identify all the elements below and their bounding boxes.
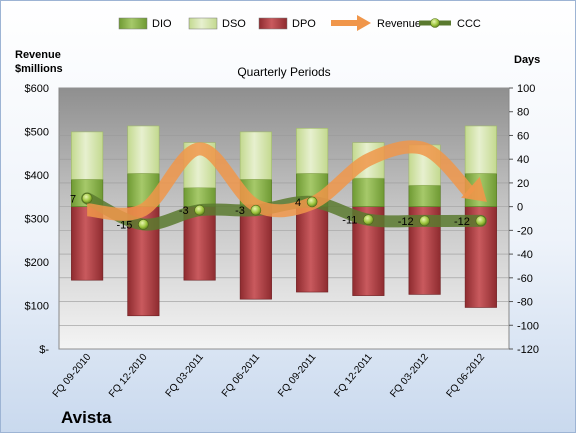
lines-group xyxy=(81,140,487,231)
ccc-point xyxy=(419,215,430,227)
chart-title: Quarterly Periods xyxy=(237,65,330,79)
ccc-data-label: -12 xyxy=(454,216,470,228)
x-tick-label: FQ 09-2011 xyxy=(276,352,319,400)
right-tick-label: 80 xyxy=(517,107,529,119)
left-tick-label: $400 xyxy=(25,170,49,182)
ccc-point xyxy=(306,196,318,208)
legend-label-dio: DIO xyxy=(152,18,172,30)
bar-dpo xyxy=(239,206,272,300)
legend-arrowhead-revenue xyxy=(357,15,371,31)
bar-dso xyxy=(239,131,272,180)
left-tick-label: $200 xyxy=(25,257,49,269)
ccc-point xyxy=(475,215,487,227)
legend-label-revenue: Revenue xyxy=(377,18,421,30)
ccc-labels: 7 -15 -3 -3 4 -11 -12 -12 xyxy=(70,193,470,231)
ccc-point xyxy=(250,204,262,216)
legend-swatch-dio xyxy=(118,17,148,30)
ccc-data-label: -3 xyxy=(235,205,245,217)
revenue-line xyxy=(86,140,476,221)
legend-label-dso: DSO xyxy=(222,18,246,30)
x-axis-ticks: FQ 09-2010 FQ 12-2010 FQ 03-2011 FQ 06-2011… xyxy=(51,352,488,400)
left-axis-label-line1: Revenue xyxy=(15,49,61,61)
x-tick-label: FQ 06-2012 xyxy=(444,352,487,400)
left-axis-ticks: $- $100 $200 $300 $400 $500 $600 xyxy=(25,83,50,356)
x-tick-label: FQ 12-2011 xyxy=(332,352,375,400)
bar-dso xyxy=(71,131,104,180)
bar-dso xyxy=(127,125,160,174)
bar-dso xyxy=(464,125,497,174)
x-tick-label: FQ 09-2010 xyxy=(51,352,94,400)
ccc-point xyxy=(81,193,93,204)
legend-label-dpo: DPO xyxy=(292,18,316,30)
right-tick-label: -20 xyxy=(517,225,533,237)
x-tick-label: FQ 03-2011 xyxy=(164,352,207,400)
right-tick-label: 0 xyxy=(517,202,523,214)
left-tick-label: $100 xyxy=(25,301,49,313)
legend-marker-ccc xyxy=(430,18,440,28)
right-tick-label: 40 xyxy=(517,154,529,166)
ccc-point xyxy=(194,204,205,216)
right-tick-label: -40 xyxy=(517,249,533,261)
x-tick-label: FQ 12-2010 xyxy=(107,352,150,400)
left-tick-label: $600 xyxy=(25,83,49,95)
right-tick-label: -60 xyxy=(517,273,533,285)
bar-dio xyxy=(408,184,441,207)
ccc-data-label: -12 xyxy=(398,216,414,228)
right-axis-label: Days xyxy=(514,54,540,66)
revenue-arrowhead xyxy=(461,176,487,202)
right-tick-label: -100 xyxy=(517,320,539,332)
left-tick-label: $500 xyxy=(25,127,49,139)
right-tick-label: -80 xyxy=(517,297,533,309)
right-axis-ticks: -120 -100 -80 -60 -40 -20 0 20 40 60 80 100 xyxy=(509,83,539,356)
bar-dpo xyxy=(183,206,216,281)
left-tick-label: $300 xyxy=(25,214,49,226)
ccc-data-label: -15 xyxy=(116,219,132,231)
bar-dpo xyxy=(296,206,329,293)
x-tick-label: FQ 03-2012 xyxy=(388,352,431,400)
ccc-point xyxy=(138,219,149,230)
company-name: Avista xyxy=(61,408,112,427)
legend-swatch-dso xyxy=(188,17,218,30)
legend-label-ccc: CCC xyxy=(457,18,481,30)
x-tick-label: FQ 06-2011 xyxy=(220,352,263,400)
left-axis-label-line2: $millions xyxy=(15,63,63,75)
right-tick-label: -120 xyxy=(517,344,539,356)
legend: DIO DSO DPO Revenue CCC xyxy=(118,15,481,31)
legend-swatch-dpo xyxy=(258,17,288,30)
ccc-point xyxy=(363,214,374,225)
right-tick-label: 100 xyxy=(517,83,535,95)
left-tick-label: $- xyxy=(39,344,49,356)
right-tick-label: 60 xyxy=(517,130,529,142)
ccc-data-label: -3 xyxy=(179,205,189,217)
right-tick-label: 20 xyxy=(517,178,529,190)
bar-dso xyxy=(296,128,329,174)
ccc-data-label: -11 xyxy=(342,215,357,227)
ccc-data-label: 7 xyxy=(70,193,76,205)
bar-dio xyxy=(352,177,385,207)
ccc-data-label: 4 xyxy=(295,197,301,209)
